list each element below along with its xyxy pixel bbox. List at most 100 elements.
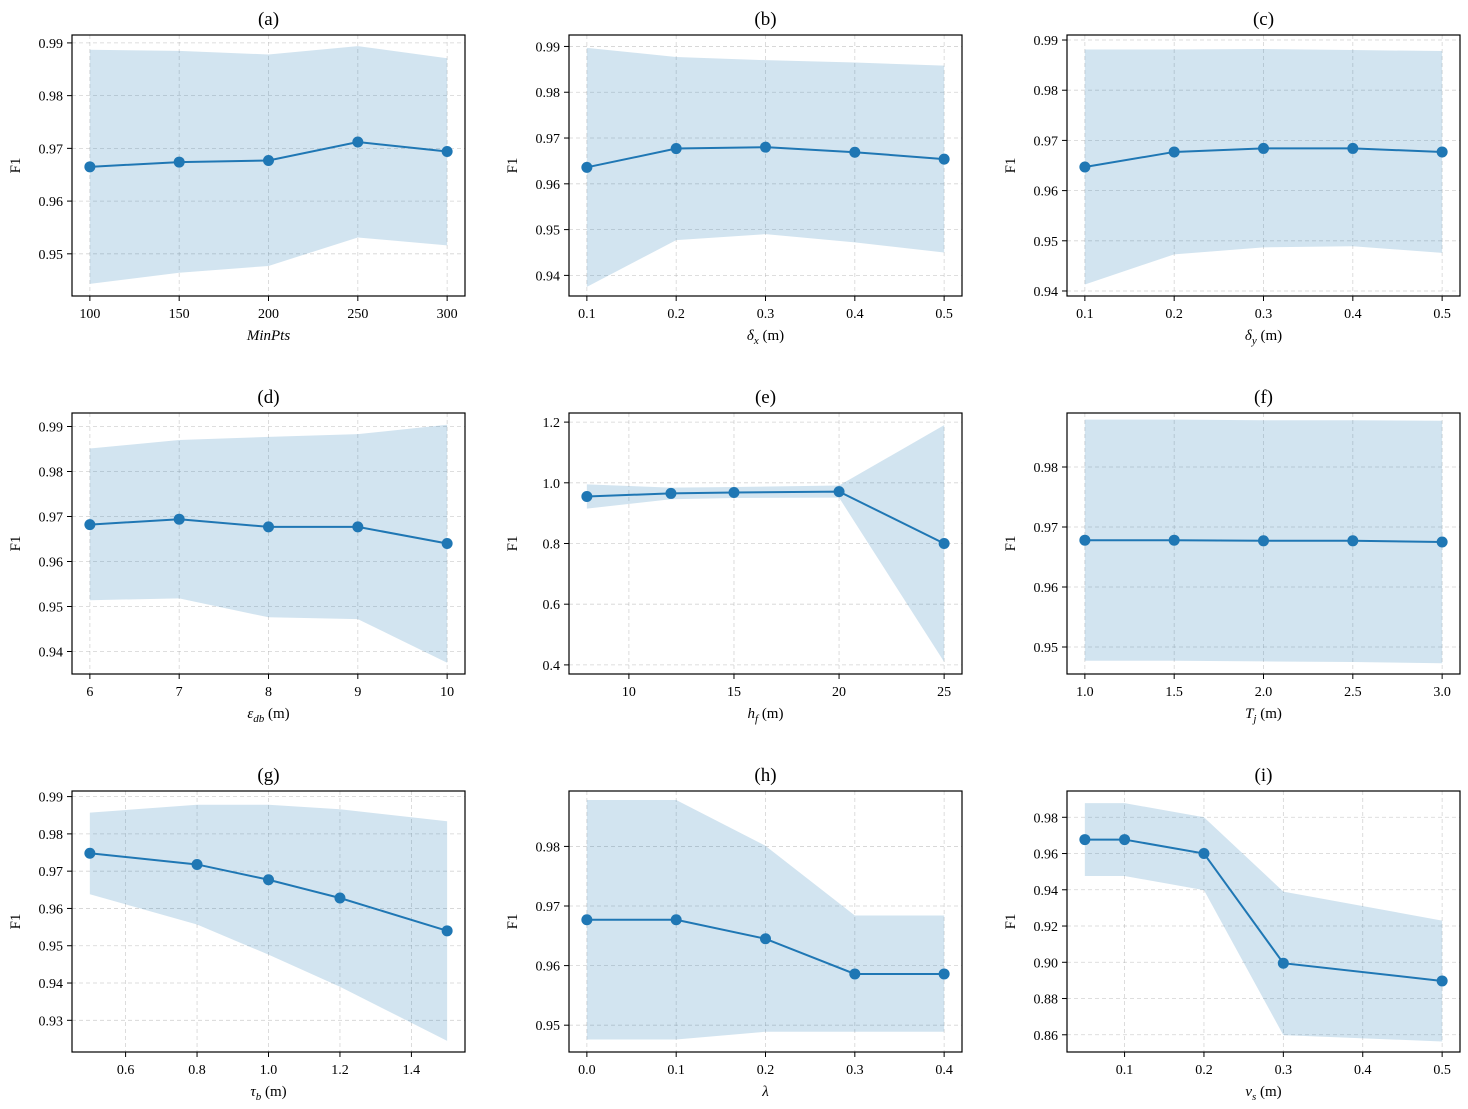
y-tick-label: 0.98 — [39, 466, 64, 481]
data-point — [1436, 975, 1448, 987]
data-point — [938, 538, 950, 549]
x-tick-label: 0.5 — [1433, 307, 1451, 322]
y-tick-label: 0.94 — [39, 977, 64, 992]
y-axis-label: F1 — [1003, 914, 1019, 930]
y-tick-label: 0.96 — [1034, 581, 1059, 596]
y-tick-label: 0.97 — [536, 900, 561, 915]
data-point — [1079, 534, 1091, 546]
x-tick-label: 8 — [265, 685, 272, 700]
y-tick-label: 0.98 — [536, 840, 561, 855]
x-axis-label: vs (m) — [1245, 1084, 1281, 1103]
data-point — [670, 143, 682, 155]
x-tick-label: 0.5 — [1433, 1063, 1451, 1078]
y-tick-label: 0.96 — [536, 178, 561, 193]
data-point — [263, 521, 274, 533]
data-point — [1079, 161, 1091, 173]
panel-title: (d) — [257, 387, 279, 408]
data-point — [1258, 142, 1269, 154]
y-axis-label: F1 — [1003, 158, 1019, 174]
data-point — [1258, 535, 1269, 547]
panel-title: (h) — [754, 765, 776, 786]
x-tick-label: 0.5 — [935, 307, 953, 322]
y-tick-label: 0.90 — [1034, 956, 1059, 971]
x-tick-label: 3.0 — [1433, 685, 1451, 700]
data-point — [581, 490, 593, 502]
x-tick-label: 1.0 — [260, 1063, 278, 1078]
chart-panel-h: 0.0 0.1 0.2 0.3 0.4 0.95 0.96 0.97 0.98 (h) F1 λ — [505, 765, 963, 1100]
y-tick-label: 0.96 — [536, 960, 561, 975]
y-tick-label: 0.99 — [39, 791, 64, 806]
data-point — [938, 153, 950, 165]
y-tick-label: 0.95 — [39, 940, 64, 955]
data-point — [581, 161, 593, 173]
x-tick-label: 0.2 — [757, 1063, 775, 1078]
y-tick-label: 0.98 — [1034, 84, 1059, 99]
x-tick-label: 1.0 — [1076, 685, 1094, 700]
data-point — [173, 156, 185, 168]
data-point — [849, 146, 861, 158]
axes-frame — [71, 790, 466, 1053]
data-point — [581, 914, 593, 926]
y-axis-label: F1 — [505, 914, 521, 930]
confidence-band — [1084, 49, 1443, 285]
y-tick-label: 0.98 — [536, 86, 561, 101]
x-tick-label: 0.8 — [188, 1063, 206, 1078]
x-axis-label: λ — [761, 1084, 769, 1100]
x-tick-label: 0.1 — [578, 307, 596, 322]
y-tick-label: 0.97 — [39, 865, 64, 880]
data-point — [173, 513, 185, 525]
panel-title: (a) — [258, 9, 279, 30]
data-point — [441, 925, 453, 937]
confidence-band — [89, 804, 448, 1041]
y-tick-label: 0.92 — [1034, 920, 1059, 935]
x-tick-label: 0.4 — [846, 307, 864, 322]
x-tick-label: 1.4 — [403, 1063, 421, 1078]
x-tick-label: 15 — [727, 685, 741, 700]
y-tick-label: 0.96 — [1034, 185, 1059, 200]
y-tick-label: 0.96 — [39, 195, 64, 210]
y-tick-label: 0.95 — [1034, 641, 1059, 656]
y-tick-label: 0.97 — [536, 132, 561, 147]
confidence-band — [586, 799, 945, 1040]
y-tick-label: 0.99 — [1034, 34, 1059, 49]
x-tick-label: 250 — [347, 307, 368, 322]
data-point — [1079, 834, 1091, 846]
x-tick-label: 150 — [169, 307, 190, 322]
x-tick-label: 0.3 — [846, 1063, 864, 1078]
y-tick-label: 0.95 — [536, 224, 561, 239]
chart-panel-e: 10 15 20 25 0.4 0.6 0.8 1.0 1.2 (e) F1 hf (m) — [505, 387, 963, 725]
chart-panel-b: 0.1 0.2 0.3 0.4 0.5 0.94 0.95 0.96 0.97 0.98 0.99 (… — [505, 9, 963, 347]
x-tick-label: 0.4 — [1344, 307, 1362, 322]
x-tick-label: 10 — [622, 685, 636, 700]
axes-frame — [1066, 412, 1461, 675]
x-axis-label: τb (m) — [250, 1084, 286, 1103]
y-tick-label: 0.99 — [39, 421, 64, 436]
y-tick-label: 0.6 — [543, 598, 561, 613]
y-tick-label: 0.95 — [39, 601, 64, 616]
data-point — [665, 487, 677, 499]
x-tick-label: 0.2 — [667, 307, 685, 322]
chart-panel-g: 0.6 0.8 1.0 1.2 1.4 0.93 0.94 0.95 0.96 0.97 0.98 0… — [8, 765, 466, 1103]
y-tick-label: 0.88 — [1034, 993, 1059, 1008]
y-axis-label: F1 — [505, 536, 521, 552]
confidence-band — [586, 47, 945, 287]
axes-frame — [1066, 790, 1461, 1053]
chart-panel-c: 0.1 0.2 0.3 0.4 0.5 0.94 0.95 0.96 0.97 0.98 0.99 (… — [1003, 9, 1461, 347]
y-tick-label: 1.0 — [543, 477, 561, 492]
data-point — [760, 933, 771, 945]
data-point — [1168, 534, 1180, 546]
data-point — [84, 161, 96, 173]
y-tick-label: 0.97 — [1034, 134, 1059, 149]
data-point — [1277, 957, 1289, 969]
x-tick-label: 0.4 — [1354, 1063, 1372, 1078]
x-tick-label: 0.2 — [1195, 1063, 1213, 1078]
data-point — [760, 141, 771, 153]
x-axis-label: δy (m) — [1245, 328, 1282, 347]
y-tick-label: 0.86 — [1034, 1029, 1059, 1044]
confidence-band — [586, 425, 945, 662]
x-tick-label: 2.0 — [1255, 685, 1273, 700]
x-tick-label: 2.5 — [1344, 685, 1362, 700]
data-point — [1436, 536, 1448, 548]
y-tick-label: 0.98 — [1034, 461, 1059, 476]
